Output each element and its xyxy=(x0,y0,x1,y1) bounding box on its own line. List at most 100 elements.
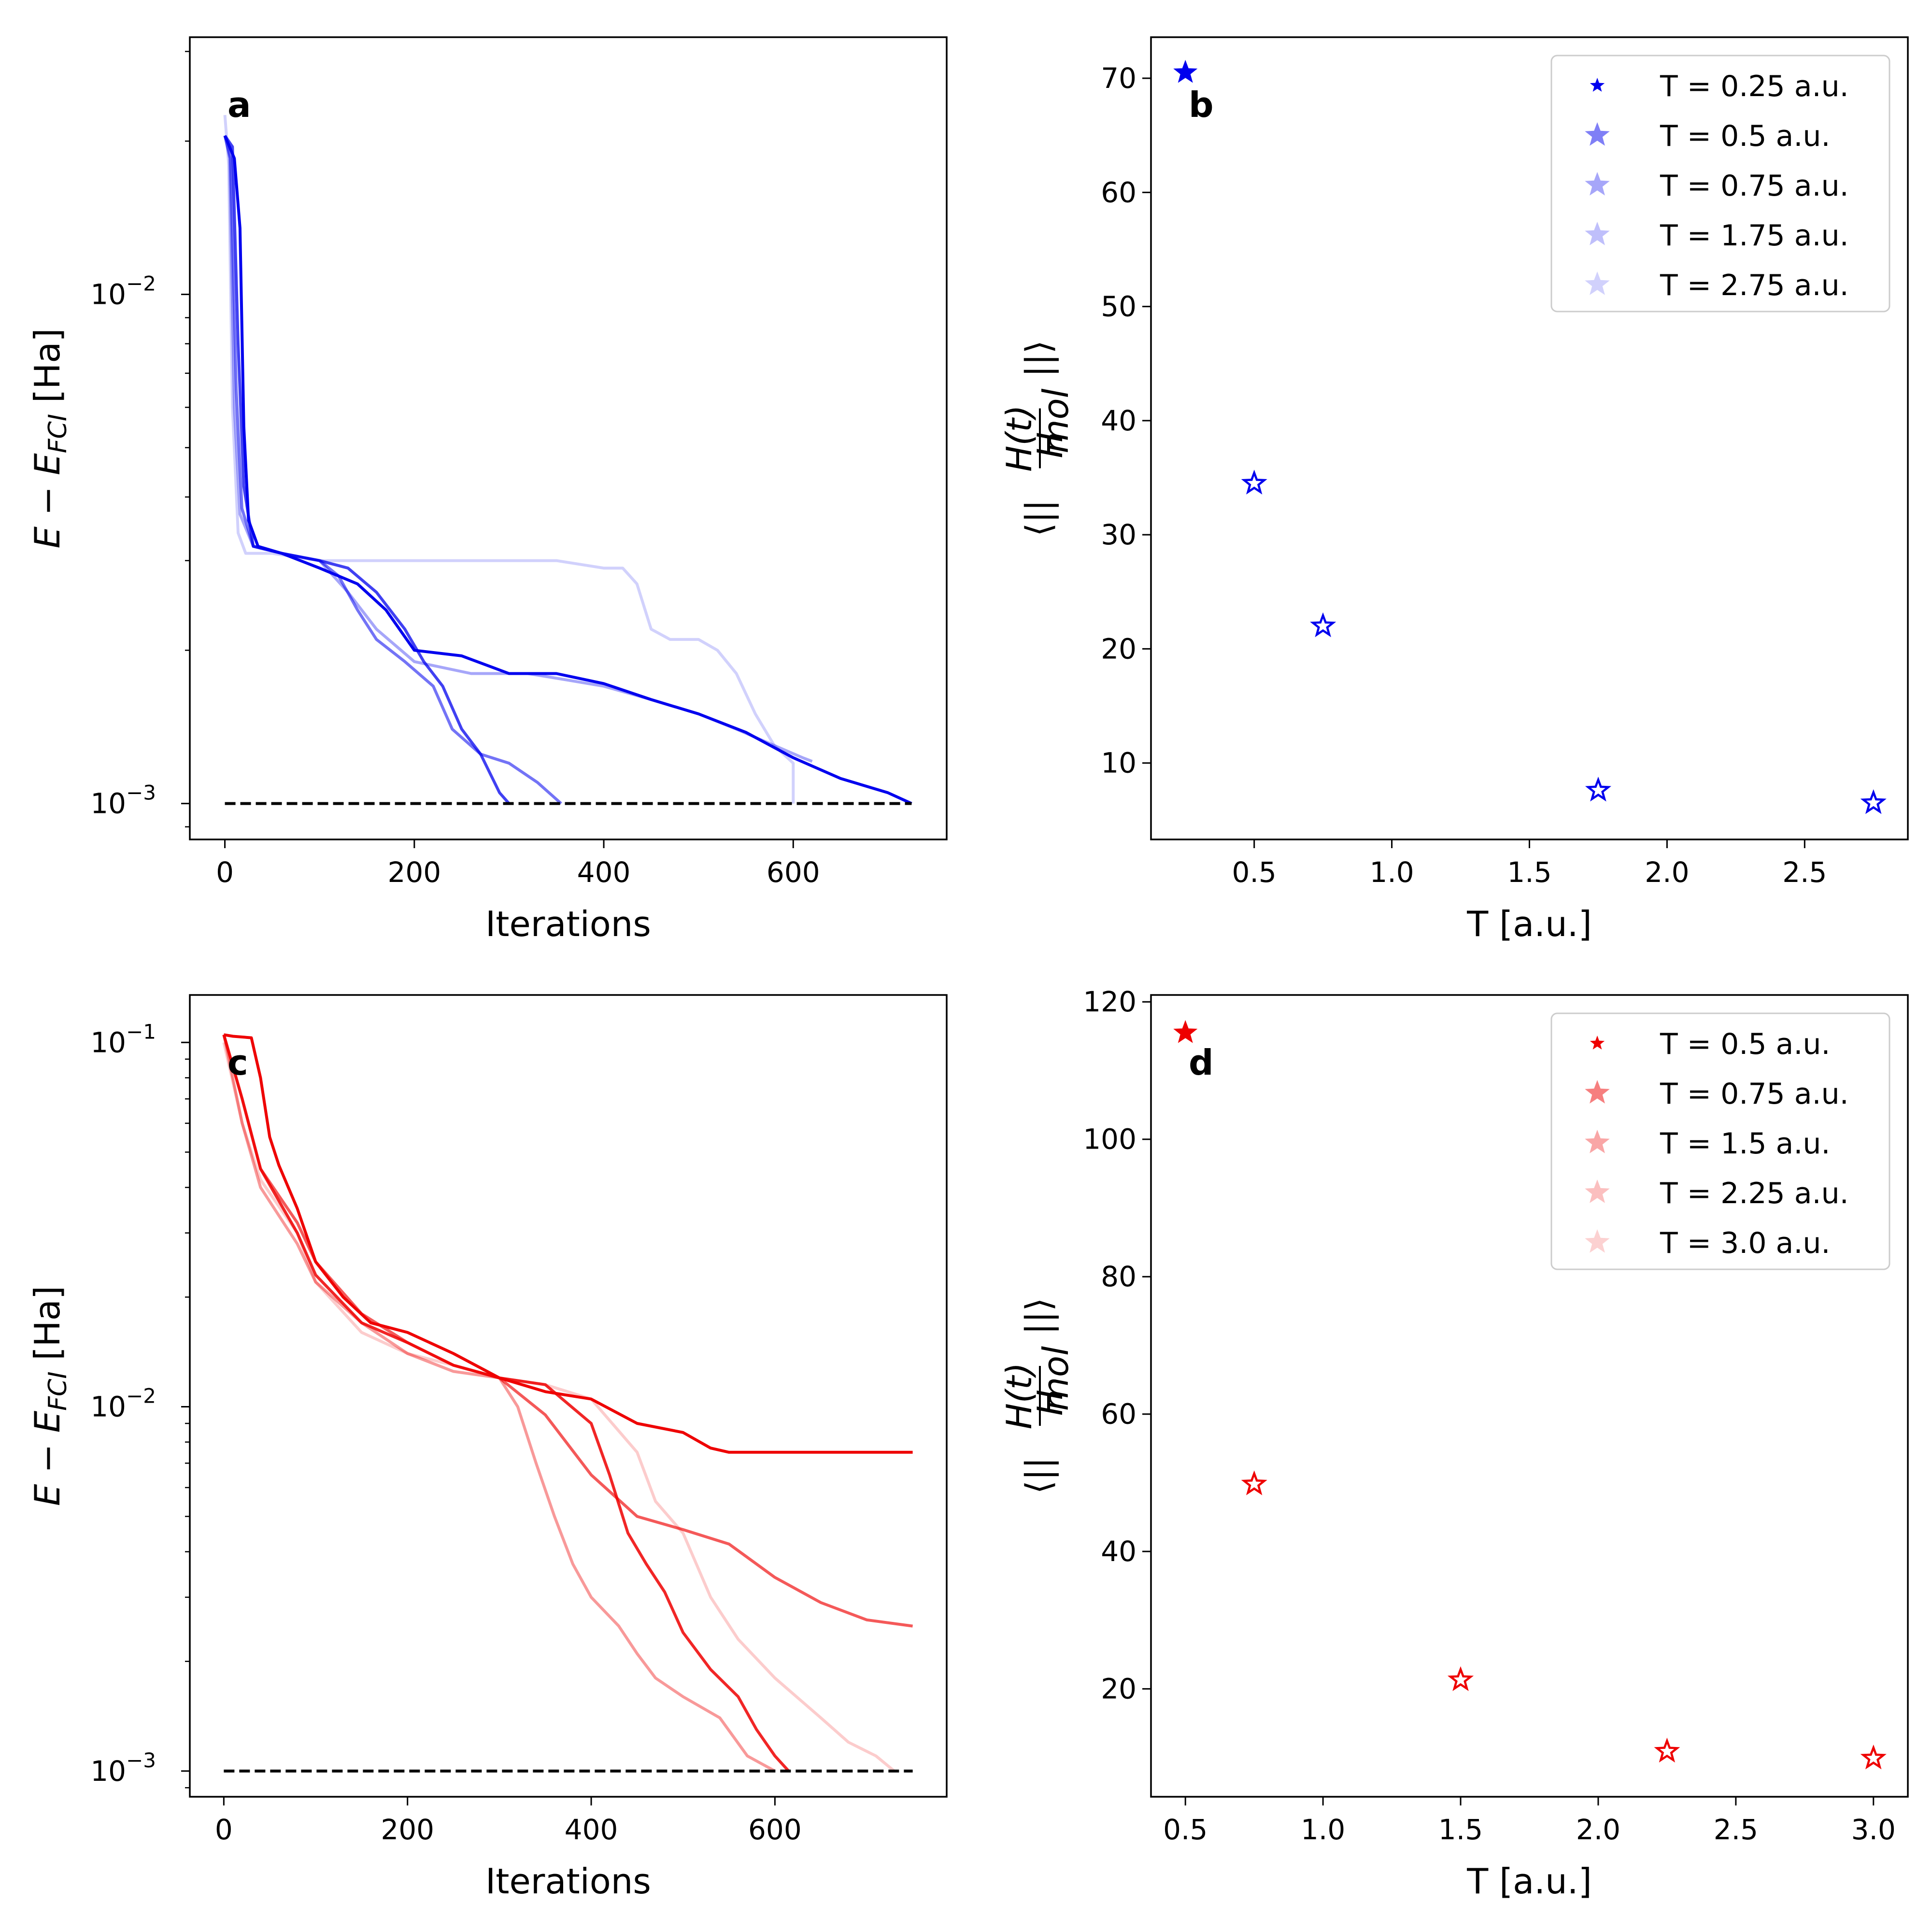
y-tick-label: 10−1 xyxy=(90,1020,156,1059)
x-tick-label: 200 xyxy=(387,856,441,889)
y-tick-label: 10−3 xyxy=(90,781,156,820)
series-line-4 xyxy=(222,1034,790,1772)
x-tick-label: 1.5 xyxy=(1507,856,1551,889)
series-line-3 xyxy=(223,135,562,805)
x-tick-label: 0.5 xyxy=(1232,856,1277,889)
panel-d: 0.5 1.0 1.5 2.0 2.5 3.0 20 40 60 80 100 120 T = 0.5 … xyxy=(999,985,1909,1902)
legend-label-1: T = 0.25 a.u. xyxy=(1660,70,1849,103)
legend-marker-1 xyxy=(1590,78,1605,92)
legend-label-2: T = 0.5 a.u. xyxy=(1660,119,1831,153)
axes-frame xyxy=(1150,36,1909,840)
x-tick-label: 1.0 xyxy=(1369,856,1414,889)
legend-label-5: T = 2.75 a.u. xyxy=(1660,269,1849,302)
data-point-5 xyxy=(1860,1744,1887,1770)
x-tick-label: 600 xyxy=(748,1813,802,1846)
y-tick-label: 20 xyxy=(1101,1673,1136,1705)
x-axis-label: Iterations xyxy=(485,904,651,944)
x-tick-label: 1.5 xyxy=(1438,1813,1483,1846)
data-point-3 xyxy=(1310,612,1336,638)
legend-marker-2 xyxy=(1585,1080,1610,1104)
y-axis-label: E − EFCI [Ha] xyxy=(27,328,72,549)
data-point-2 xyxy=(1241,1470,1267,1495)
legend-marker-5 xyxy=(1585,271,1610,295)
x-tick-label: 600 xyxy=(767,856,820,889)
y-tick-label: 60 xyxy=(1101,176,1136,209)
legend-marker-5 xyxy=(1585,1229,1610,1253)
legend-label-2: T = 0.75 a.u. xyxy=(1660,1077,1849,1111)
y-label-close: ||⟩ xyxy=(1018,340,1059,377)
series-line-2 xyxy=(224,135,511,805)
series-line-5 xyxy=(223,114,795,804)
series-line-2 xyxy=(222,1034,913,1628)
series-line-3 xyxy=(222,1034,776,1773)
data-point-4 xyxy=(1654,1737,1680,1763)
series-line-5 xyxy=(222,1042,895,1773)
y-label-denominator-sub: mol xyxy=(1036,1346,1076,1411)
plot-area xyxy=(1173,59,1887,814)
data-point-3 xyxy=(1447,1666,1474,1691)
y-tick-label: 40 xyxy=(1101,1535,1136,1568)
x-tick-label: 0.5 xyxy=(1163,1813,1208,1846)
legend-label-4: T = 1.75 a.u. xyxy=(1660,219,1849,253)
plot-area xyxy=(1173,1020,1887,1770)
legend-marker-4 xyxy=(1585,1179,1610,1203)
series-line-4 xyxy=(223,135,813,763)
x-tick-label: 200 xyxy=(381,1813,434,1846)
y-axis-label: E − EFCI [Ha] xyxy=(27,1286,72,1506)
y-tick-label: 60 xyxy=(1101,1398,1136,1431)
legend-label-5: T = 3.0 a.u. xyxy=(1660,1226,1831,1260)
legend: T = 0.5 a.u. T = 0.75 a.u. T = 1.5 a.u. T =… xyxy=(1550,1012,1890,1270)
series-line-1 xyxy=(223,135,912,805)
legend-marker-3 xyxy=(1585,172,1610,196)
x-tick-label: 2.0 xyxy=(1645,856,1689,889)
panel-label: c xyxy=(227,1042,248,1083)
x-tick-label: 0 xyxy=(215,1813,233,1846)
legend-label-1: T = 0.5 a.u. xyxy=(1660,1027,1831,1061)
axes-frame xyxy=(1150,994,1909,1798)
x-tick-label: 2.5 xyxy=(1714,1813,1758,1846)
y-tick-label: 120 xyxy=(1083,985,1136,1018)
axes-frame xyxy=(189,36,948,840)
y-label-numerator: H(t) xyxy=(999,405,1039,472)
y-label-denominator: H xyxy=(1030,432,1070,458)
panel-label: b xyxy=(1189,85,1214,125)
legend-box xyxy=(1550,55,1890,313)
y-tick-label: 40 xyxy=(1101,404,1136,437)
legend-label-4: T = 2.25 a.u. xyxy=(1660,1177,1849,1210)
legend-marker-2 xyxy=(1585,122,1610,146)
legend: T = 0.25 a.u. T = 0.5 a.u. T = 0.75 a.u. T … xyxy=(1550,55,1890,313)
y-tick-label: 10 xyxy=(1101,747,1136,780)
y-label-denominator-sub: mol xyxy=(1036,388,1076,453)
y-tick-label: 20 xyxy=(1101,632,1136,665)
y-tick-label: 70 xyxy=(1101,62,1136,95)
data-point-5 xyxy=(1860,789,1887,814)
panel-b: 0.5 1.0 1.5 2.0 2.5 10 20 30 40 50 60 70 T = 0.25 a.… xyxy=(999,36,1909,944)
legend-marker-3 xyxy=(1585,1130,1610,1153)
x-tick-label: 2.5 xyxy=(1782,856,1827,889)
legend-label-3: T = 0.75 a.u. xyxy=(1660,169,1849,203)
panel-label: d xyxy=(1189,1042,1214,1083)
y-label-close: ||⟩ xyxy=(1018,1298,1059,1335)
y-label-open: ⟨|| xyxy=(1018,1457,1059,1494)
y-tick-label: 30 xyxy=(1101,518,1136,551)
legend-label-3: T = 1.5 a.u. xyxy=(1660,1127,1831,1161)
y-tick-label: 80 xyxy=(1101,1260,1136,1293)
legend-marker-1 xyxy=(1590,1036,1605,1050)
series-line-1 xyxy=(223,1033,913,1454)
y-label-open: ⟨|| xyxy=(1018,499,1059,537)
x-tick-label: 0 xyxy=(216,856,234,889)
x-tick-label: 400 xyxy=(577,856,631,889)
x-axis-label: Iterations xyxy=(485,1861,651,1902)
data-point-1 xyxy=(1173,59,1198,83)
plot-area xyxy=(223,114,912,805)
y-tick-label: 100 xyxy=(1083,1123,1136,1156)
data-point-2 xyxy=(1241,469,1267,495)
axes-frame xyxy=(189,994,948,1798)
y-tick-label: 50 xyxy=(1101,290,1136,323)
legend-marker-4 xyxy=(1585,222,1610,245)
